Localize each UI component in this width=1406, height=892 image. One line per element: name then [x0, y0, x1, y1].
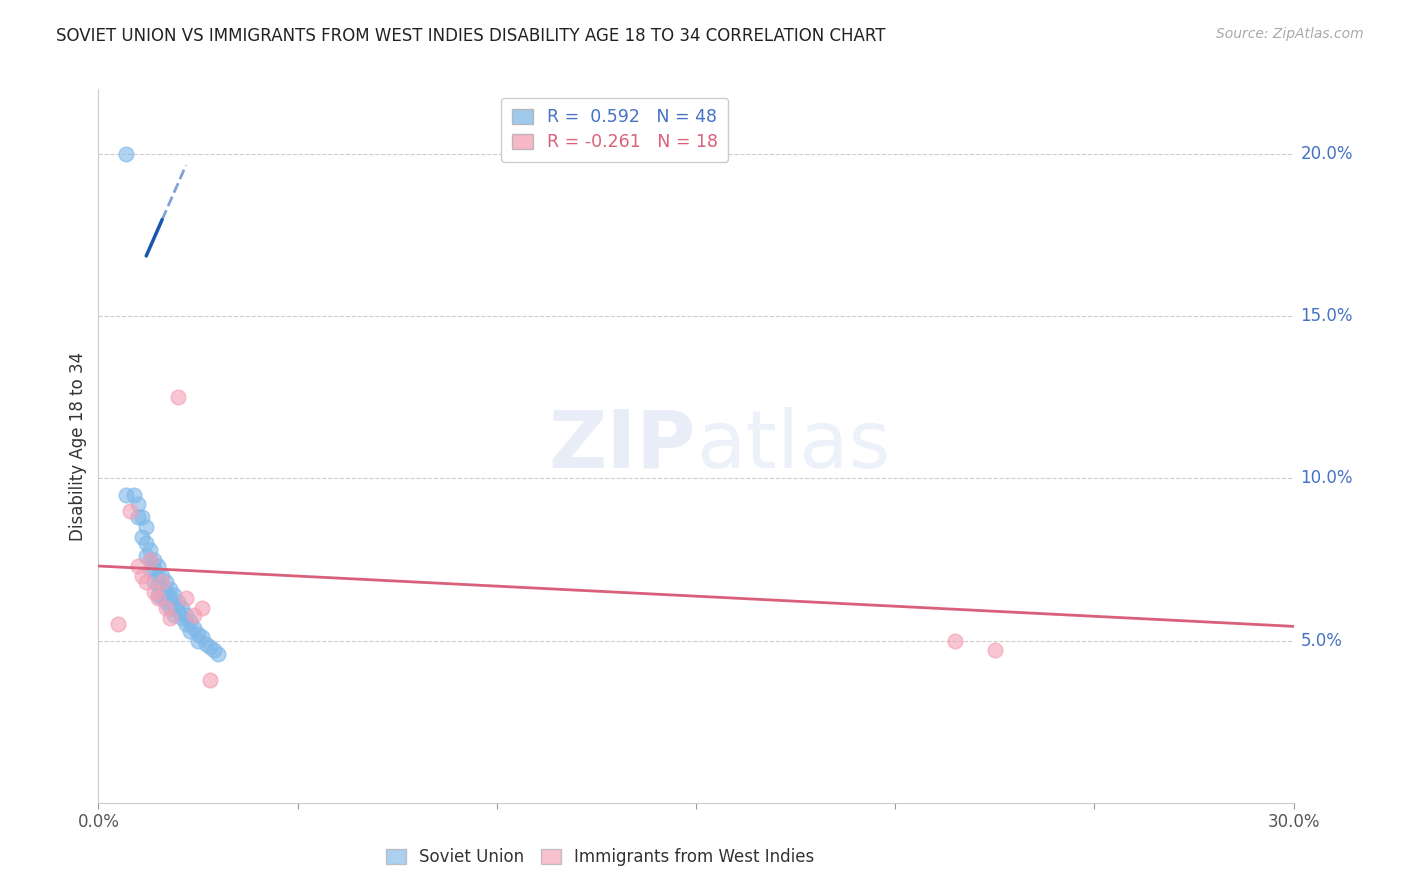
Point	[155, 595, 177, 609]
Point	[131, 510, 153, 524]
Point	[179, 624, 201, 638]
Point	[167, 390, 190, 404]
Point	[127, 510, 149, 524]
Point	[139, 552, 162, 566]
Point	[139, 542, 162, 557]
Point	[174, 617, 197, 632]
Point	[139, 562, 162, 576]
Text: 20.0%: 20.0%	[1301, 145, 1353, 163]
Point	[174, 591, 197, 606]
Point	[127, 497, 149, 511]
Point	[187, 627, 209, 641]
Point	[124, 488, 146, 502]
Point	[115, 488, 138, 502]
Point	[167, 595, 190, 609]
Point	[150, 591, 173, 606]
Point	[120, 504, 142, 518]
Point	[107, 617, 129, 632]
Point	[148, 568, 170, 582]
Text: 15.0%: 15.0%	[1301, 307, 1353, 326]
Text: ZIP: ZIP	[548, 407, 696, 485]
Point	[159, 582, 181, 596]
Point	[163, 588, 186, 602]
Text: 10.0%: 10.0%	[1301, 469, 1353, 487]
Point	[150, 568, 173, 582]
Point	[179, 614, 201, 628]
Point	[167, 604, 190, 618]
Point	[183, 621, 205, 635]
Point	[172, 611, 194, 625]
Point	[191, 601, 214, 615]
Point	[207, 647, 229, 661]
Point	[148, 588, 170, 602]
Point	[172, 601, 194, 615]
Point	[155, 585, 177, 599]
Point	[194, 637, 218, 651]
Point	[187, 633, 209, 648]
Point	[155, 601, 177, 615]
Point	[159, 591, 181, 606]
Point	[135, 575, 157, 590]
Point	[150, 582, 173, 596]
Point	[115, 147, 138, 161]
Point	[163, 598, 186, 612]
Point	[143, 562, 166, 576]
Point	[143, 585, 166, 599]
Point	[135, 549, 157, 564]
Point	[202, 643, 225, 657]
Point	[139, 552, 162, 566]
Point	[135, 536, 157, 550]
Point	[135, 520, 157, 534]
Point	[191, 631, 214, 645]
Point	[198, 673, 221, 687]
Legend: Soviet Union, Immigrants from West Indies: Soviet Union, Immigrants from West Indie…	[380, 842, 821, 873]
Point	[131, 568, 153, 582]
Point	[163, 607, 186, 622]
Point	[159, 601, 181, 615]
Point	[198, 640, 221, 654]
Point	[148, 559, 170, 574]
Point	[127, 559, 149, 574]
Point	[148, 578, 170, 592]
Point	[174, 607, 197, 622]
Point	[131, 530, 153, 544]
Point	[983, 643, 1005, 657]
Point	[143, 575, 166, 590]
Point	[183, 607, 205, 622]
Text: SOVIET UNION VS IMMIGRANTS FROM WEST INDIES DISABILITY AGE 18 TO 34 CORRELATION : SOVIET UNION VS IMMIGRANTS FROM WEST IND…	[56, 27, 886, 45]
Point	[155, 575, 177, 590]
Point	[159, 611, 181, 625]
Text: 5.0%: 5.0%	[1301, 632, 1343, 649]
Point	[143, 552, 166, 566]
Point	[150, 575, 173, 590]
Text: Source: ZipAtlas.com: Source: ZipAtlas.com	[1216, 27, 1364, 41]
Text: atlas: atlas	[696, 407, 890, 485]
Y-axis label: Disability Age 18 to 34: Disability Age 18 to 34	[69, 351, 87, 541]
Point	[148, 591, 170, 606]
Point	[943, 633, 966, 648]
